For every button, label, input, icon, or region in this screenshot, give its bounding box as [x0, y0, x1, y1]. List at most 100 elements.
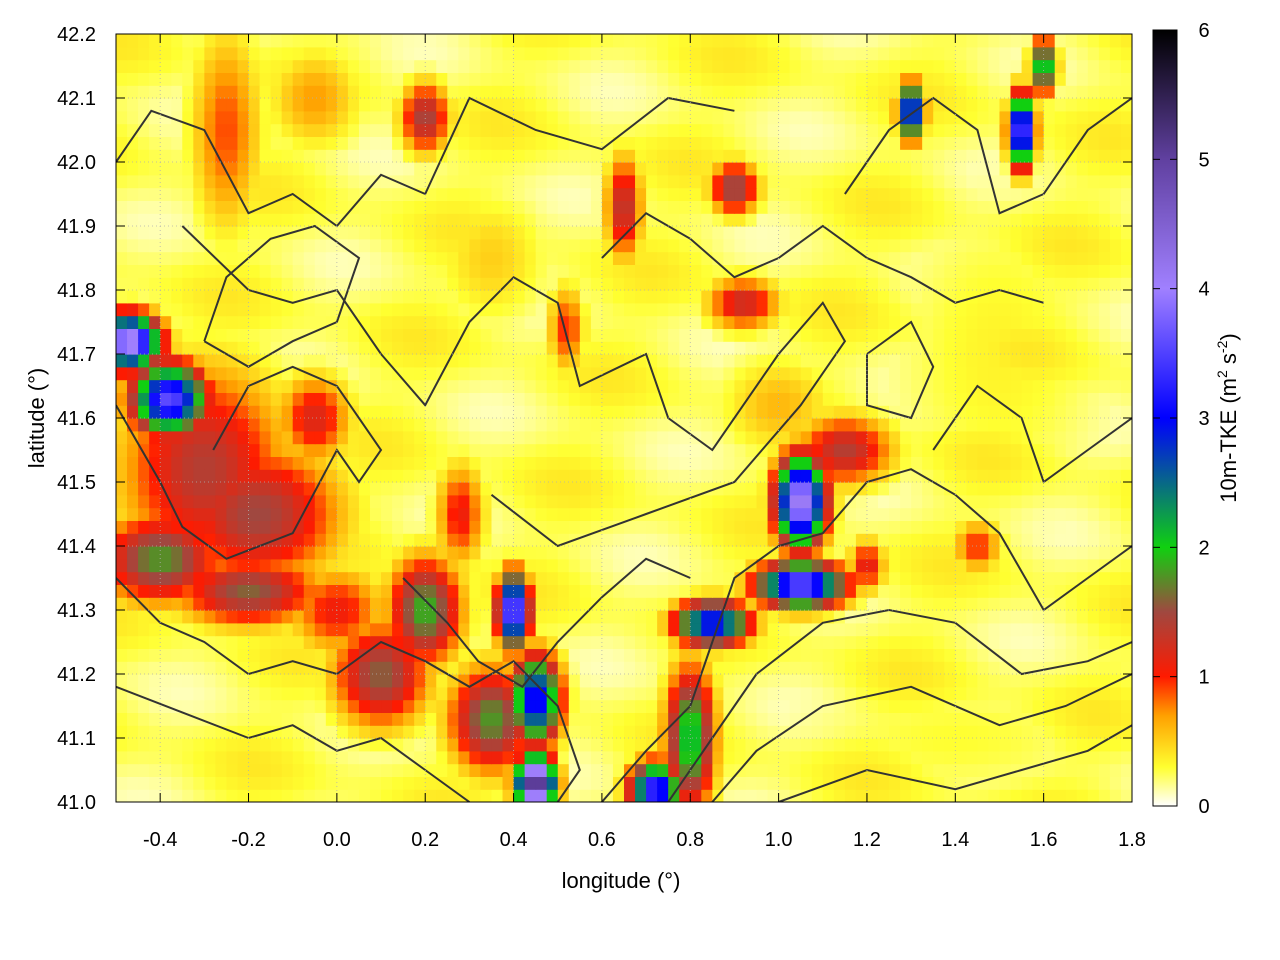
heatmap-cell	[734, 494, 747, 509]
heatmap-cell	[590, 661, 603, 675]
heatmap-cell	[767, 302, 780, 317]
heatmap-cell	[1021, 405, 1034, 419]
heatmap-cell	[999, 546, 1012, 560]
heatmap-cell	[358, 533, 371, 547]
heatmap-cell	[635, 610, 647, 624]
heatmap-cell	[193, 430, 205, 445]
heatmap-cell	[734, 712, 747, 726]
heatmap-cell	[1032, 123, 1045, 137]
heatmap-cell	[535, 277, 548, 291]
heatmap-cell	[370, 584, 382, 598]
heatmap-cell	[822, 238, 835, 253]
heatmap-cell	[833, 123, 846, 137]
heatmap-cell	[270, 341, 283, 355]
heatmap-cell	[193, 738, 205, 752]
heatmap-cell	[193, 98, 205, 112]
heatmap-cell	[1032, 622, 1045, 637]
heatmap-cell	[612, 533, 625, 547]
heatmap-cell	[657, 622, 669, 637]
heatmap-cell	[1054, 315, 1067, 329]
heatmap-cell	[1043, 635, 1056, 649]
heatmap-cell	[160, 750, 172, 765]
heatmap-cell	[116, 341, 128, 355]
heatmap-cell	[370, 443, 382, 457]
heatmap-cell	[745, 661, 758, 675]
heatmap-cell	[601, 149, 614, 163]
heatmap-cell	[767, 392, 780, 406]
heatmap-cell	[127, 238, 139, 253]
heatmap-cell	[911, 290, 923, 304]
heatmap-cell	[491, 482, 504, 496]
heatmap-cell	[624, 162, 636, 176]
heatmap-cell	[756, 738, 769, 752]
heatmap-cell	[679, 366, 691, 381]
heatmap-cell	[358, 482, 371, 496]
heatmap-cell	[116, 430, 128, 445]
heatmap-cell	[381, 443, 393, 457]
heatmap-cell	[1032, 635, 1045, 649]
heatmap-cell	[1109, 533, 1122, 547]
heatmap-cell	[1032, 315, 1045, 329]
heatmap-cell	[756, 712, 769, 726]
heatmap-cell	[855, 456, 868, 470]
heatmap-cell	[1087, 187, 1100, 201]
heatmap-cell	[1054, 725, 1067, 739]
heatmap-cell	[557, 238, 570, 253]
heatmap-cell	[889, 610, 901, 624]
heatmap-cell	[193, 482, 205, 496]
heatmap-cell	[1032, 290, 1045, 304]
heatmap-cell	[1098, 187, 1111, 201]
heatmap-cell	[458, 123, 470, 137]
heatmap-cell	[1098, 123, 1111, 137]
heatmap-cell	[458, 290, 470, 304]
heatmap-cell	[657, 674, 669, 688]
heatmap-cell	[226, 379, 239, 393]
heatmap-cell	[358, 469, 371, 483]
heatmap-cell	[756, 226, 769, 240]
heatmap-cell	[922, 533, 934, 547]
heatmap-cell	[370, 482, 382, 496]
heatmap-cell	[1032, 277, 1045, 291]
heatmap-cell	[458, 174, 470, 189]
heatmap-cell	[723, 725, 736, 739]
heatmap-cell	[679, 456, 691, 470]
heatmap-cell	[1021, 520, 1034, 534]
heatmap-cell	[502, 430, 515, 445]
heatmap-cell	[1120, 584, 1132, 598]
heatmap-cell	[612, 494, 625, 509]
heatmap-cell	[889, 635, 901, 649]
heatmap-cell	[601, 725, 614, 739]
heatmap-cell	[1010, 686, 1023, 701]
heatmap-cell	[701, 546, 713, 560]
heatmap-cell	[314, 443, 327, 457]
heatmap-cell	[248, 738, 261, 752]
heatmap-cell	[668, 597, 680, 611]
heatmap-cell	[911, 597, 923, 611]
heatmap-cell	[1065, 392, 1078, 406]
heatmap-cell	[889, 174, 901, 189]
heatmap-cell	[436, 686, 448, 701]
heatmap-cell	[248, 482, 261, 496]
heatmap-cell	[281, 238, 294, 253]
heatmap-cell	[690, 226, 702, 240]
heatmap-cell	[436, 392, 448, 406]
heatmap-cell	[844, 200, 857, 214]
heatmap-cell	[889, 226, 901, 240]
heatmap-cell	[149, 763, 161, 777]
heatmap-cell	[182, 622, 194, 637]
heatmap-cell	[480, 136, 493, 150]
heatmap-cell	[1098, 674, 1111, 688]
heatmap-cell	[1010, 699, 1023, 713]
heatmap-cell	[646, 149, 658, 163]
heatmap-cell	[1109, 443, 1122, 457]
heatmap-cell	[811, 738, 824, 752]
heatmap-cell	[855, 354, 868, 368]
heatmap-cell	[535, 418, 548, 432]
heatmap-cell	[204, 725, 216, 739]
heatmap-cell	[977, 277, 990, 291]
heatmap-cell	[1032, 187, 1045, 201]
heatmap-cell	[524, 712, 537, 726]
heatmap-cell	[182, 418, 194, 432]
heatmap-cell	[127, 738, 139, 752]
heatmap-cell	[878, 546, 890, 560]
